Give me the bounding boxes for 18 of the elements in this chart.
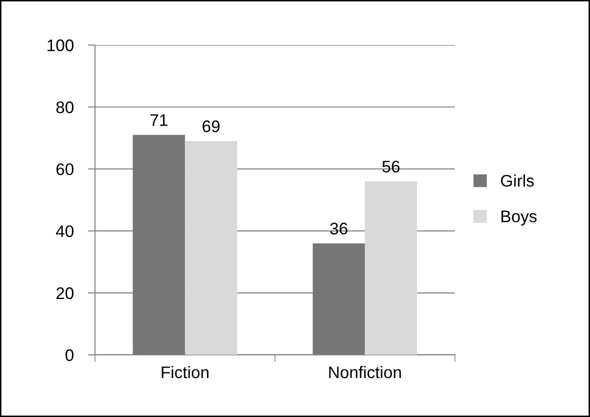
x-tick-label: Nonfiction (329, 366, 401, 378)
y-tick-label: 40 (56, 225, 74, 238)
bar (312, 243, 365, 355)
data-label: 71 (150, 114, 168, 126)
bar (184, 141, 238, 355)
data-label: 56 (382, 160, 400, 173)
bar (364, 181, 418, 355)
legend-label: Girls (500, 174, 534, 187)
data-label: 36 (330, 222, 348, 234)
y-tick-label: 20 (56, 287, 74, 300)
y-tick-label: 80 (56, 101, 74, 114)
y-tick-label: 60 (56, 163, 74, 176)
data-label: 69 (202, 120, 220, 132)
bar (132, 134, 185, 355)
legend-label: Boys (502, 210, 537, 226)
y-tick-label: 100 (48, 39, 74, 52)
y-tick-label: 0 (66, 349, 74, 362)
x-tick-label: Fiction (162, 366, 208, 378)
